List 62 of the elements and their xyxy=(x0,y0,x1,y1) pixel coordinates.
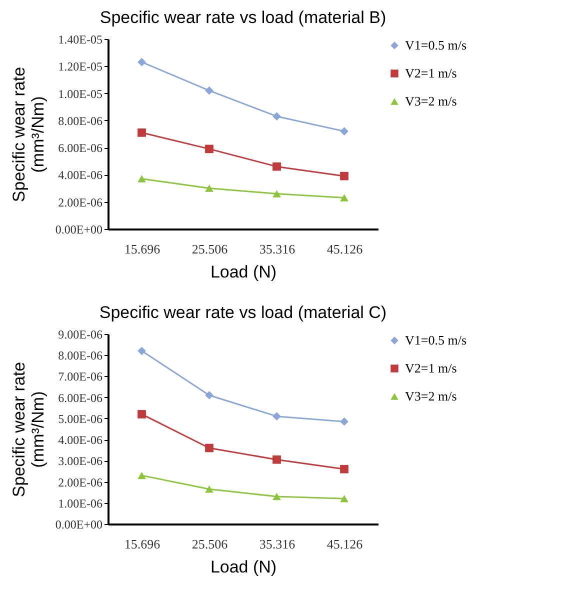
x-axis-title: Load (N) xyxy=(210,558,277,576)
point xyxy=(272,190,281,198)
point xyxy=(340,194,348,202)
x-tick-label: 25.506 xyxy=(192,242,228,256)
point xyxy=(340,172,348,180)
x-tick-label: 35.316 xyxy=(259,536,296,552)
point xyxy=(205,486,214,493)
y-tick-label: 6.00E-06 xyxy=(58,141,102,156)
chart-title: Specific wear rate vs load (material B) xyxy=(100,8,386,27)
y-tick-label: 2.00E-06 xyxy=(58,475,102,490)
point xyxy=(205,444,214,452)
y-tick-label: 1.40E-05 xyxy=(58,32,102,46)
point xyxy=(272,455,281,464)
legend-label: V2=1 m/s xyxy=(405,66,457,80)
x-tick-label: 15.696 xyxy=(124,242,161,256)
y-tick-label: 7.00E-06 xyxy=(58,370,102,384)
legend-label: V3=2 m/s xyxy=(405,388,457,404)
point xyxy=(138,410,146,418)
y-tick-label: 4.00E-06 xyxy=(58,168,102,182)
point xyxy=(138,472,146,480)
x-tick-label: 35.316 xyxy=(259,242,296,256)
point xyxy=(272,112,281,121)
y-tick-label: 6.00E-06 xyxy=(58,390,102,405)
y-tick-label: 8.00E-06 xyxy=(58,348,102,363)
legend-label: V2=1 m/s xyxy=(405,360,457,376)
point xyxy=(205,144,214,154)
point xyxy=(205,184,214,192)
x-tick-label: 45.126 xyxy=(326,536,364,552)
y-axis-title: Specific wear rate (mm³/Nm) xyxy=(9,362,48,498)
point xyxy=(272,492,281,500)
point xyxy=(138,128,146,137)
point xyxy=(138,346,146,356)
y-tick-label: 3.00E-06 xyxy=(58,454,102,468)
y-tick-label: 1.00E-05 xyxy=(58,86,102,101)
y-axis-title: Specific wear rate (mm³/Nm) xyxy=(9,66,48,202)
chart-title: Specific wear rate vs load (material C) xyxy=(99,303,387,322)
legend-label: V1=0.5 m/s xyxy=(405,332,467,348)
point xyxy=(340,127,348,136)
point xyxy=(272,162,281,171)
y-tick-label: 0.00E+00 xyxy=(55,518,102,532)
point xyxy=(205,86,214,95)
y-tick-label: 2.00E-06 xyxy=(58,195,102,210)
y-tick-label: 9.00E-06 xyxy=(58,328,102,342)
point xyxy=(340,495,348,502)
point xyxy=(138,58,146,66)
y-tick-label: 4.00E-06 xyxy=(58,433,102,448)
point xyxy=(340,464,348,474)
x-tick-label: 15.696 xyxy=(124,536,161,552)
x-axis-title: Load (N) xyxy=(210,262,277,282)
y-tick-label: 1.20E-05 xyxy=(58,60,102,74)
y-tick-label: 5.00E-06 xyxy=(58,412,102,426)
point xyxy=(340,417,348,426)
y-tick-label: 0.00E+00 xyxy=(55,222,102,236)
point xyxy=(272,412,281,421)
y-tick-label: 8.00E-06 xyxy=(58,114,102,128)
point xyxy=(138,175,146,182)
x-tick-label: 25.506 xyxy=(192,536,228,552)
y-tick-label: 1.00E-06 xyxy=(58,496,102,510)
legend-label: V1=0.5 m/s xyxy=(405,38,467,52)
point xyxy=(205,391,214,400)
legend-label: V3=2 m/s xyxy=(405,94,457,108)
x-tick-label: 45.126 xyxy=(326,242,364,256)
